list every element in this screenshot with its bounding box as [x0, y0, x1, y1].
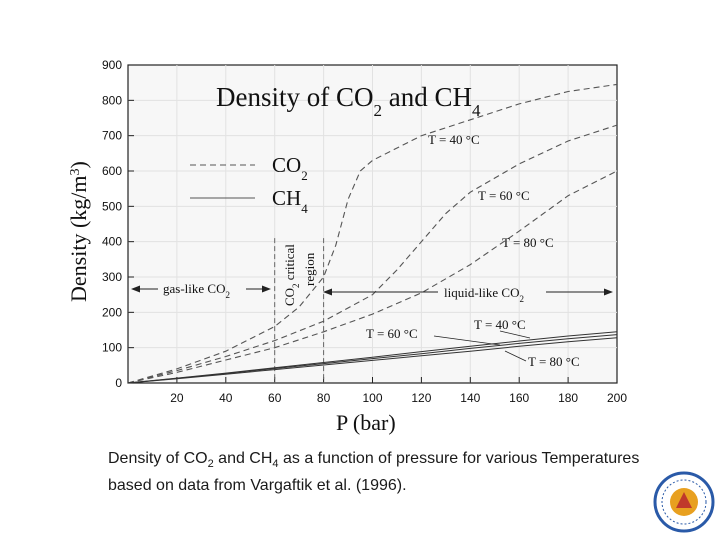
- critical-region-label-line2: region: [302, 252, 317, 286]
- critical-region-label: CO2 critical: [282, 244, 301, 306]
- liquid-like-arrowhead-right: [604, 288, 613, 296]
- liquid-like-label: liquid-like CO2: [444, 285, 524, 304]
- axis-ticks: 0 100 200 300 400 500 600 700 800 900 20 40 60 80 100 1…: [102, 58, 627, 405]
- gas-like-label: gas-like CO2: [163, 281, 230, 300]
- y-tick-label: 600: [102, 164, 122, 178]
- x-tick-label: 120: [411, 391, 431, 405]
- annotation-ch4-t40: T = 40 °C: [474, 317, 526, 332]
- critical-region-lines: [274, 238, 325, 383]
- liquid-like-arrowhead-left: [323, 288, 332, 296]
- grid-lines: [128, 65, 617, 383]
- y-tick-label: 200: [102, 305, 122, 319]
- x-tick-label: 200: [607, 391, 627, 405]
- figure-caption: Density of CO2 and CH4 as a function of …: [108, 450, 640, 495]
- series-line-ch4: [127, 334, 618, 384]
- curve-annotations: T = 40 °C T = 60 °C T = 80 °C T = 40 °C …: [366, 132, 580, 369]
- annotation-co2-t40: T = 40 °C: [428, 132, 480, 147]
- series-line-co2: [127, 170, 618, 384]
- x-axis-label: P (bar): [336, 410, 396, 435]
- logo-inner-ring: [661, 479, 707, 525]
- y-tick-label: 700: [102, 129, 122, 143]
- y-tick-label: 100: [102, 341, 122, 355]
- annotation-co2-t80: T = 80 °C: [502, 235, 554, 250]
- x-tick-label: 60: [268, 391, 282, 405]
- pointer-ch4-t40: [499, 330, 531, 339]
- y-axis-label: Density (kg/m3): [66, 161, 91, 302]
- pointer-ch4-t80: [504, 350, 527, 362]
- gas-like-arrowhead-left: [131, 285, 140, 293]
- chart-title: Density of CO2 and CH4: [216, 82, 481, 120]
- phase-arrows: [131, 285, 613, 296]
- x-tick-label: 40: [219, 391, 233, 405]
- y-tick-label: 400: [102, 235, 122, 249]
- series-line-ch4: [127, 337, 618, 384]
- series-lines: [127, 83, 618, 384]
- annotation-co2-t60: T = 60 °C: [478, 188, 530, 203]
- y-tick-label: 0: [115, 376, 122, 390]
- annotation-ch4-t80: T = 80 °C: [528, 354, 580, 369]
- x-tick-label: 160: [509, 391, 529, 405]
- x-tick-label: 180: [558, 391, 578, 405]
- y-tick-label: 800: [102, 93, 122, 107]
- pointer-ch4-t60: [433, 335, 501, 346]
- legend-ch4-label: CH4: [272, 186, 308, 216]
- y-tick-label: 900: [102, 58, 122, 72]
- y-tick-label: 300: [102, 270, 122, 284]
- x-tick-label: 80: [317, 391, 331, 405]
- annotation-pointers: [433, 330, 531, 362]
- x-tick-label: 100: [362, 391, 382, 405]
- series-line-co2: [127, 83, 618, 384]
- y-tick-label: 500: [102, 199, 122, 213]
- logo-flame-icon: [676, 492, 692, 508]
- annotation-ch4-t60: T = 60 °C: [366, 326, 418, 341]
- x-tick-label: 140: [460, 391, 480, 405]
- x-tick-label: 20: [170, 391, 184, 405]
- series-line-co2: [127, 124, 618, 384]
- gas-like-arrowhead-right: [262, 285, 271, 293]
- legend-co2-label: CO2: [272, 153, 308, 183]
- institute-logo: [653, 471, 715, 533]
- legend: CO2 CH4: [190, 153, 308, 216]
